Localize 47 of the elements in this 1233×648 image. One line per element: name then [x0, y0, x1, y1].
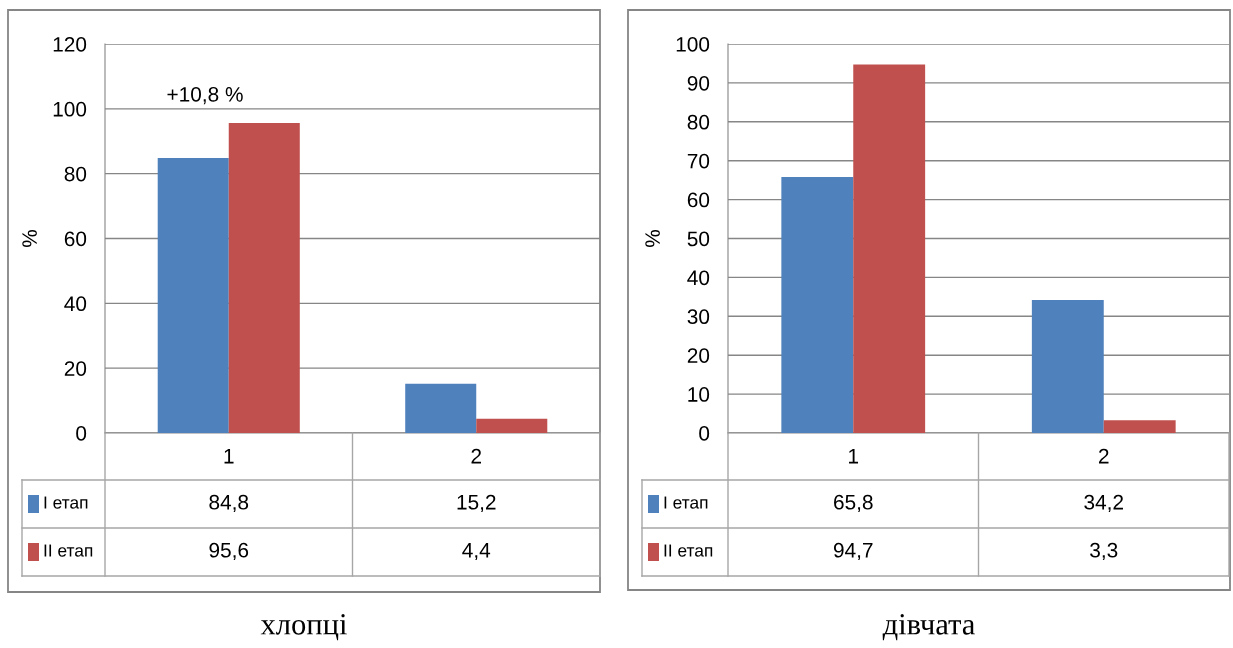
y-tick-label: 30	[687, 309, 710, 325]
y-tick-label: 20	[687, 348, 710, 363]
data-label: 34,2	[1084, 494, 1123, 513]
y-tick-label: 90	[687, 75, 710, 91]
bar	[228, 123, 300, 433]
annotation: +10,8 %	[167, 86, 243, 105]
legend-label: II етап	[664, 544, 713, 557]
y-tick-label: 80	[687, 114, 710, 130]
bar	[853, 64, 926, 433]
y-tick-label: 60	[687, 192, 710, 208]
x-tick-label: 1	[224, 449, 234, 464]
y-tick-label: 40	[687, 270, 710, 286]
data-label: 15,2	[457, 494, 496, 513]
data-label: 3,3	[1090, 542, 1118, 561]
y-tick-label: 20	[64, 361, 87, 376]
y-tick-label: 100	[676, 37, 710, 52]
bar	[157, 158, 229, 433]
y-axis-title: %	[22, 229, 37, 248]
y-tick-label: 0	[76, 426, 87, 441]
text: дівчата	[882, 614, 975, 641]
y-tick-label: 80	[64, 166, 87, 182]
y-tick-label: 40	[64, 296, 87, 312]
data-label: 84,8	[209, 494, 249, 513]
x-tick-label: 2	[1099, 448, 1109, 464]
data-label: 4,4	[462, 543, 491, 561]
legend-label: I етап	[44, 496, 88, 509]
bar	[405, 383, 477, 433]
legend-label: I етап	[664, 496, 708, 509]
y-tick-label: 120	[53, 37, 87, 52]
x-tick-label: 1	[849, 449, 859, 464]
y-tick-label: 60	[64, 231, 87, 247]
data-label: 65,8	[834, 494, 873, 513]
y-tick-label: 10	[688, 387, 710, 402]
text: хлопці	[260, 614, 347, 641]
bar	[1031, 299, 1104, 433]
y-tick-label: 100	[53, 101, 87, 117]
data-label: 94,7	[833, 542, 873, 561]
bar	[781, 177, 854, 433]
bar	[476, 418, 548, 433]
legend-label: II етап	[44, 544, 93, 557]
bar	[1103, 420, 1176, 433]
y-tick-label: 50	[687, 231, 710, 247]
data-label: 95,6	[209, 542, 249, 561]
y-axis-title: %	[645, 229, 660, 248]
y-tick-label: 0	[699, 426, 710, 441]
y-tick-label: 70	[687, 153, 710, 169]
x-tick-label: 2	[471, 448, 481, 464]
